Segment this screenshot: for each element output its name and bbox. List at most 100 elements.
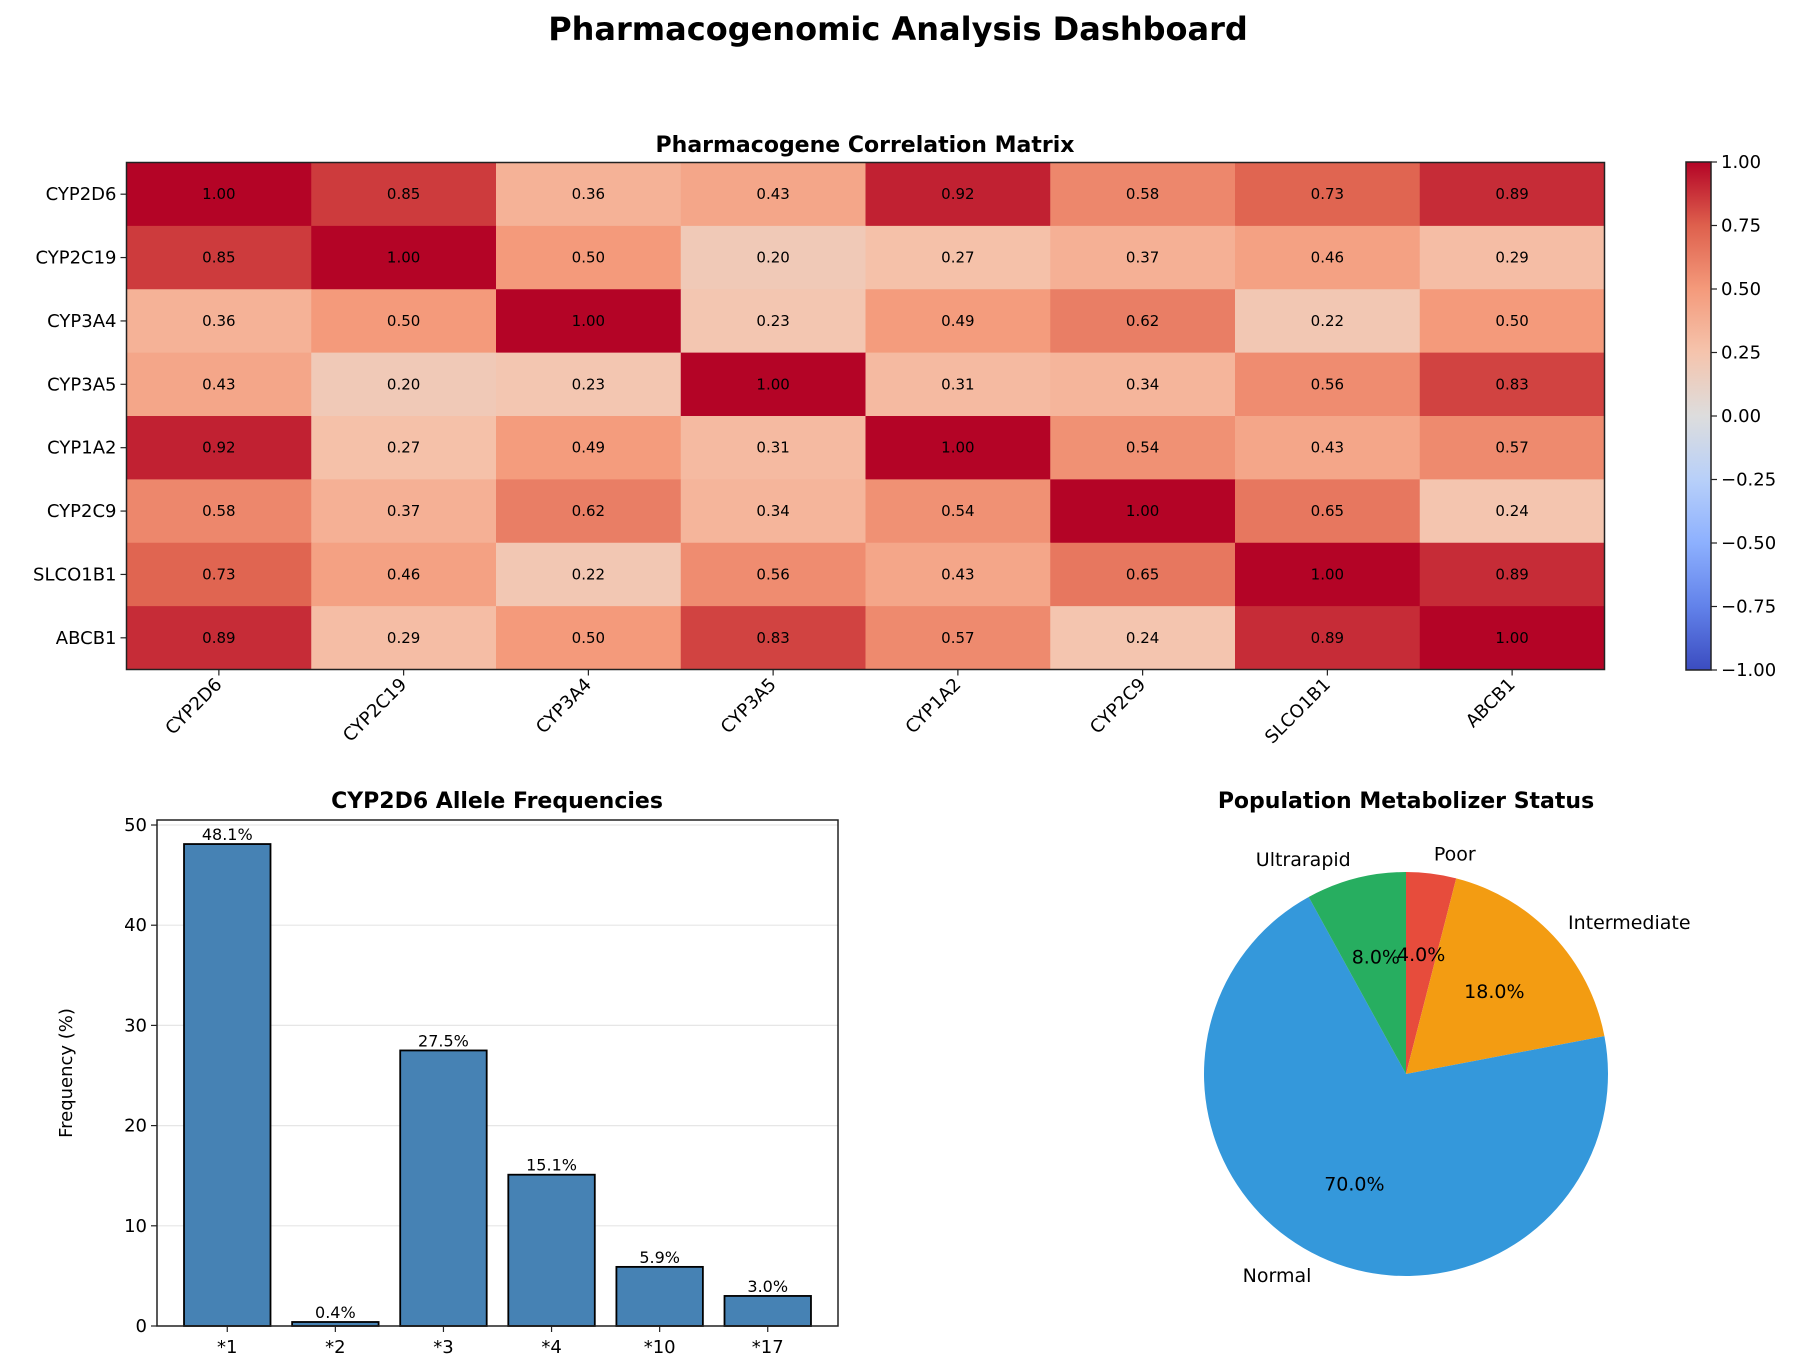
heatmap-cell-label: 1.00 bbox=[941, 439, 974, 457]
heatmap-cell bbox=[311, 479, 497, 544]
heatmap-cell-label: 0.27 bbox=[387, 439, 420, 457]
heatmap-cell bbox=[1235, 289, 1421, 354]
pie-percent-label: 70.0% bbox=[1324, 1174, 1384, 1196]
bar-x-tick-label: *17 bbox=[752, 1337, 784, 1358]
heatmap-cell-label: 0.57 bbox=[1495, 439, 1528, 457]
heatmap-x-tick-label: CYP3A5 bbox=[717, 674, 781, 738]
bar-axes-frame bbox=[156, 819, 839, 1327]
heatmap-cell bbox=[311, 289, 497, 354]
heatmap-cell-label: 0.62 bbox=[1126, 312, 1159, 330]
heatmap-cell bbox=[865, 289, 1051, 354]
heatmap-cell bbox=[1050, 479, 1236, 544]
pie-percent-label: 4.0% bbox=[1397, 944, 1445, 966]
heatmap-cell-label: 0.43 bbox=[1311, 439, 1344, 457]
pie-chart-title: Population Metabolizer Status bbox=[1218, 789, 1594, 814]
heatmap-cell bbox=[1419, 352, 1605, 417]
heatmap-cell bbox=[680, 542, 866, 607]
bar bbox=[507, 1173, 596, 1327]
heatmap-cell-label: 0.36 bbox=[572, 185, 605, 203]
heatmap-cell-label: 0.89 bbox=[1495, 565, 1528, 583]
heatmap-cell-label: 0.24 bbox=[1126, 629, 1159, 647]
heatmap-cell-label: 0.37 bbox=[387, 502, 420, 520]
metabolizer-pie-chart: Population Metabolizer Status 4.0% Poor 18… bbox=[1204, 789, 1691, 1287]
heatmap-cell bbox=[126, 162, 312, 227]
heatmap-cell bbox=[680, 479, 866, 544]
heatmap-y-tick-labels: CYP2D6 CYP2C19 CYP3A4 CYP3A5 CYP1A2 CYP2C9 SLC… bbox=[33, 184, 127, 649]
heatmap-cell bbox=[496, 542, 682, 607]
heatmap-cell bbox=[865, 542, 1051, 607]
heatmap-cell-label: 0.85 bbox=[387, 185, 420, 203]
heatmap-cell-label: 1.00 bbox=[756, 375, 789, 393]
bar-value-label: 5.9% bbox=[639, 1248, 680, 1267]
heatmap-x-tick-labels: CYP2D6 CYP2C19 CYP3A4 CYP3A5 CYP1A2 CYP2C9 SLC… bbox=[161, 669, 1520, 748]
heatmap-cell-label: 0.89 bbox=[1311, 629, 1344, 647]
bar-value-label: 27.5% bbox=[418, 1031, 469, 1050]
heatmap-cell-label: 0.46 bbox=[1311, 249, 1344, 267]
heatmap-cell bbox=[1419, 289, 1605, 354]
heatmap-cell bbox=[311, 416, 497, 480]
heatmap-cell-label: 0.50 bbox=[1495, 312, 1528, 330]
heatmap-cell-label: 1.00 bbox=[1495, 629, 1528, 647]
pie-slice bbox=[1406, 872, 1457, 1074]
bar-y-tick-label: 0 bbox=[136, 1316, 147, 1337]
heatmap-cell bbox=[126, 606, 312, 670]
bar-value-label: 3.0% bbox=[747, 1277, 788, 1296]
heatmap-y-tick-label: CYP2D6 bbox=[46, 184, 117, 205]
pie-category-label: Intermediate bbox=[1568, 912, 1691, 934]
heatmap-cell-label: 0.34 bbox=[756, 502, 789, 520]
heatmap-cell-label: 0.50 bbox=[572, 249, 605, 267]
heatmap-cell bbox=[311, 225, 497, 290]
heatmap-cell-label: 0.62 bbox=[572, 502, 605, 520]
heatmap-cell-label: 0.89 bbox=[202, 629, 235, 647]
heatmap-cell-label: 0.20 bbox=[387, 375, 420, 393]
allele-frequency-bar-chart: CYP2D6 Allele Frequencies 48.1% 0.4% 27.5%… bbox=[56, 789, 839, 1358]
pie-labels: 4.0% Poor 18.0% Intermediate 70.0% Normal 8.0%… bbox=[1243, 844, 1691, 1288]
heatmap-cell-label: 1.00 bbox=[1311, 565, 1344, 583]
heatmap-y-tick-label: CYP1A2 bbox=[47, 438, 116, 459]
bar-value-label: 48.1% bbox=[202, 825, 253, 844]
colorbar-gradient bbox=[1685, 161, 1712, 671]
heatmap-cell bbox=[680, 289, 866, 354]
heatmap-cell bbox=[1419, 225, 1605, 290]
heatmap-cell-label: 0.92 bbox=[202, 439, 235, 457]
heatmap-cell-label: 0.43 bbox=[756, 185, 789, 203]
heatmap-cell bbox=[865, 352, 1051, 417]
heatmap-cell-label: 0.54 bbox=[941, 502, 974, 520]
bar-series: 48.1% 0.4% 27.5% 15.1% 5.9% 3.0% bbox=[183, 825, 812, 1327]
heatmap-y-tick-label: ABCB1 bbox=[56, 628, 117, 649]
heatmap-cell-label: 0.50 bbox=[572, 629, 605, 647]
heatmap-cell bbox=[496, 416, 682, 480]
bar-x-tick-label: *10 bbox=[644, 1337, 676, 1358]
bar-x-tick-label: *4 bbox=[541, 1337, 561, 1358]
colorbar-tick-label: −1.00 bbox=[1721, 660, 1776, 681]
heatmap-y-tick-label: CYP2C19 bbox=[35, 248, 116, 269]
pie-percent-label: 8.0% bbox=[1352, 947, 1400, 969]
heatmap-cell-label: 0.22 bbox=[1311, 312, 1344, 330]
heatmap-x-tick-label: CYP2C19 bbox=[339, 674, 411, 746]
heatmap-cell bbox=[496, 225, 682, 290]
bar-value-label: 0.4% bbox=[315, 1303, 356, 1322]
heatmap-cell bbox=[1050, 289, 1236, 354]
heatmap-cell bbox=[865, 225, 1051, 290]
bar-y-ticks: 0 10 20 30 40 50 bbox=[124, 815, 157, 1337]
heatmap-cell bbox=[1235, 225, 1421, 290]
heatmap-cell bbox=[1050, 225, 1236, 290]
bar-x-tick-label: *1 bbox=[217, 1337, 237, 1358]
heatmap-cell bbox=[496, 352, 682, 417]
bar-x-tick-label: *3 bbox=[433, 1337, 453, 1358]
heatmap-cell bbox=[126, 416, 312, 480]
heatmap-cell bbox=[1050, 606, 1236, 670]
heatmap-cell-label: 0.56 bbox=[756, 565, 789, 583]
heatmap-cell-label: 0.58 bbox=[1126, 185, 1159, 203]
heatmap-cell bbox=[126, 479, 312, 544]
heatmap-title: Pharmacogene Correlation Matrix bbox=[656, 133, 1075, 158]
heatmap-cell-label: 0.43 bbox=[941, 565, 974, 583]
bar bbox=[183, 843, 272, 1327]
heatmap-cell-label: 0.29 bbox=[387, 629, 420, 647]
heatmap-cell-label: 0.89 bbox=[1495, 185, 1528, 203]
colorbar-tick-label: −0.75 bbox=[1721, 597, 1776, 618]
heatmap-cell-label: 1.00 bbox=[572, 312, 605, 330]
heatmap-cell-label: 0.73 bbox=[1311, 185, 1344, 203]
heatmap-cell bbox=[311, 542, 497, 607]
